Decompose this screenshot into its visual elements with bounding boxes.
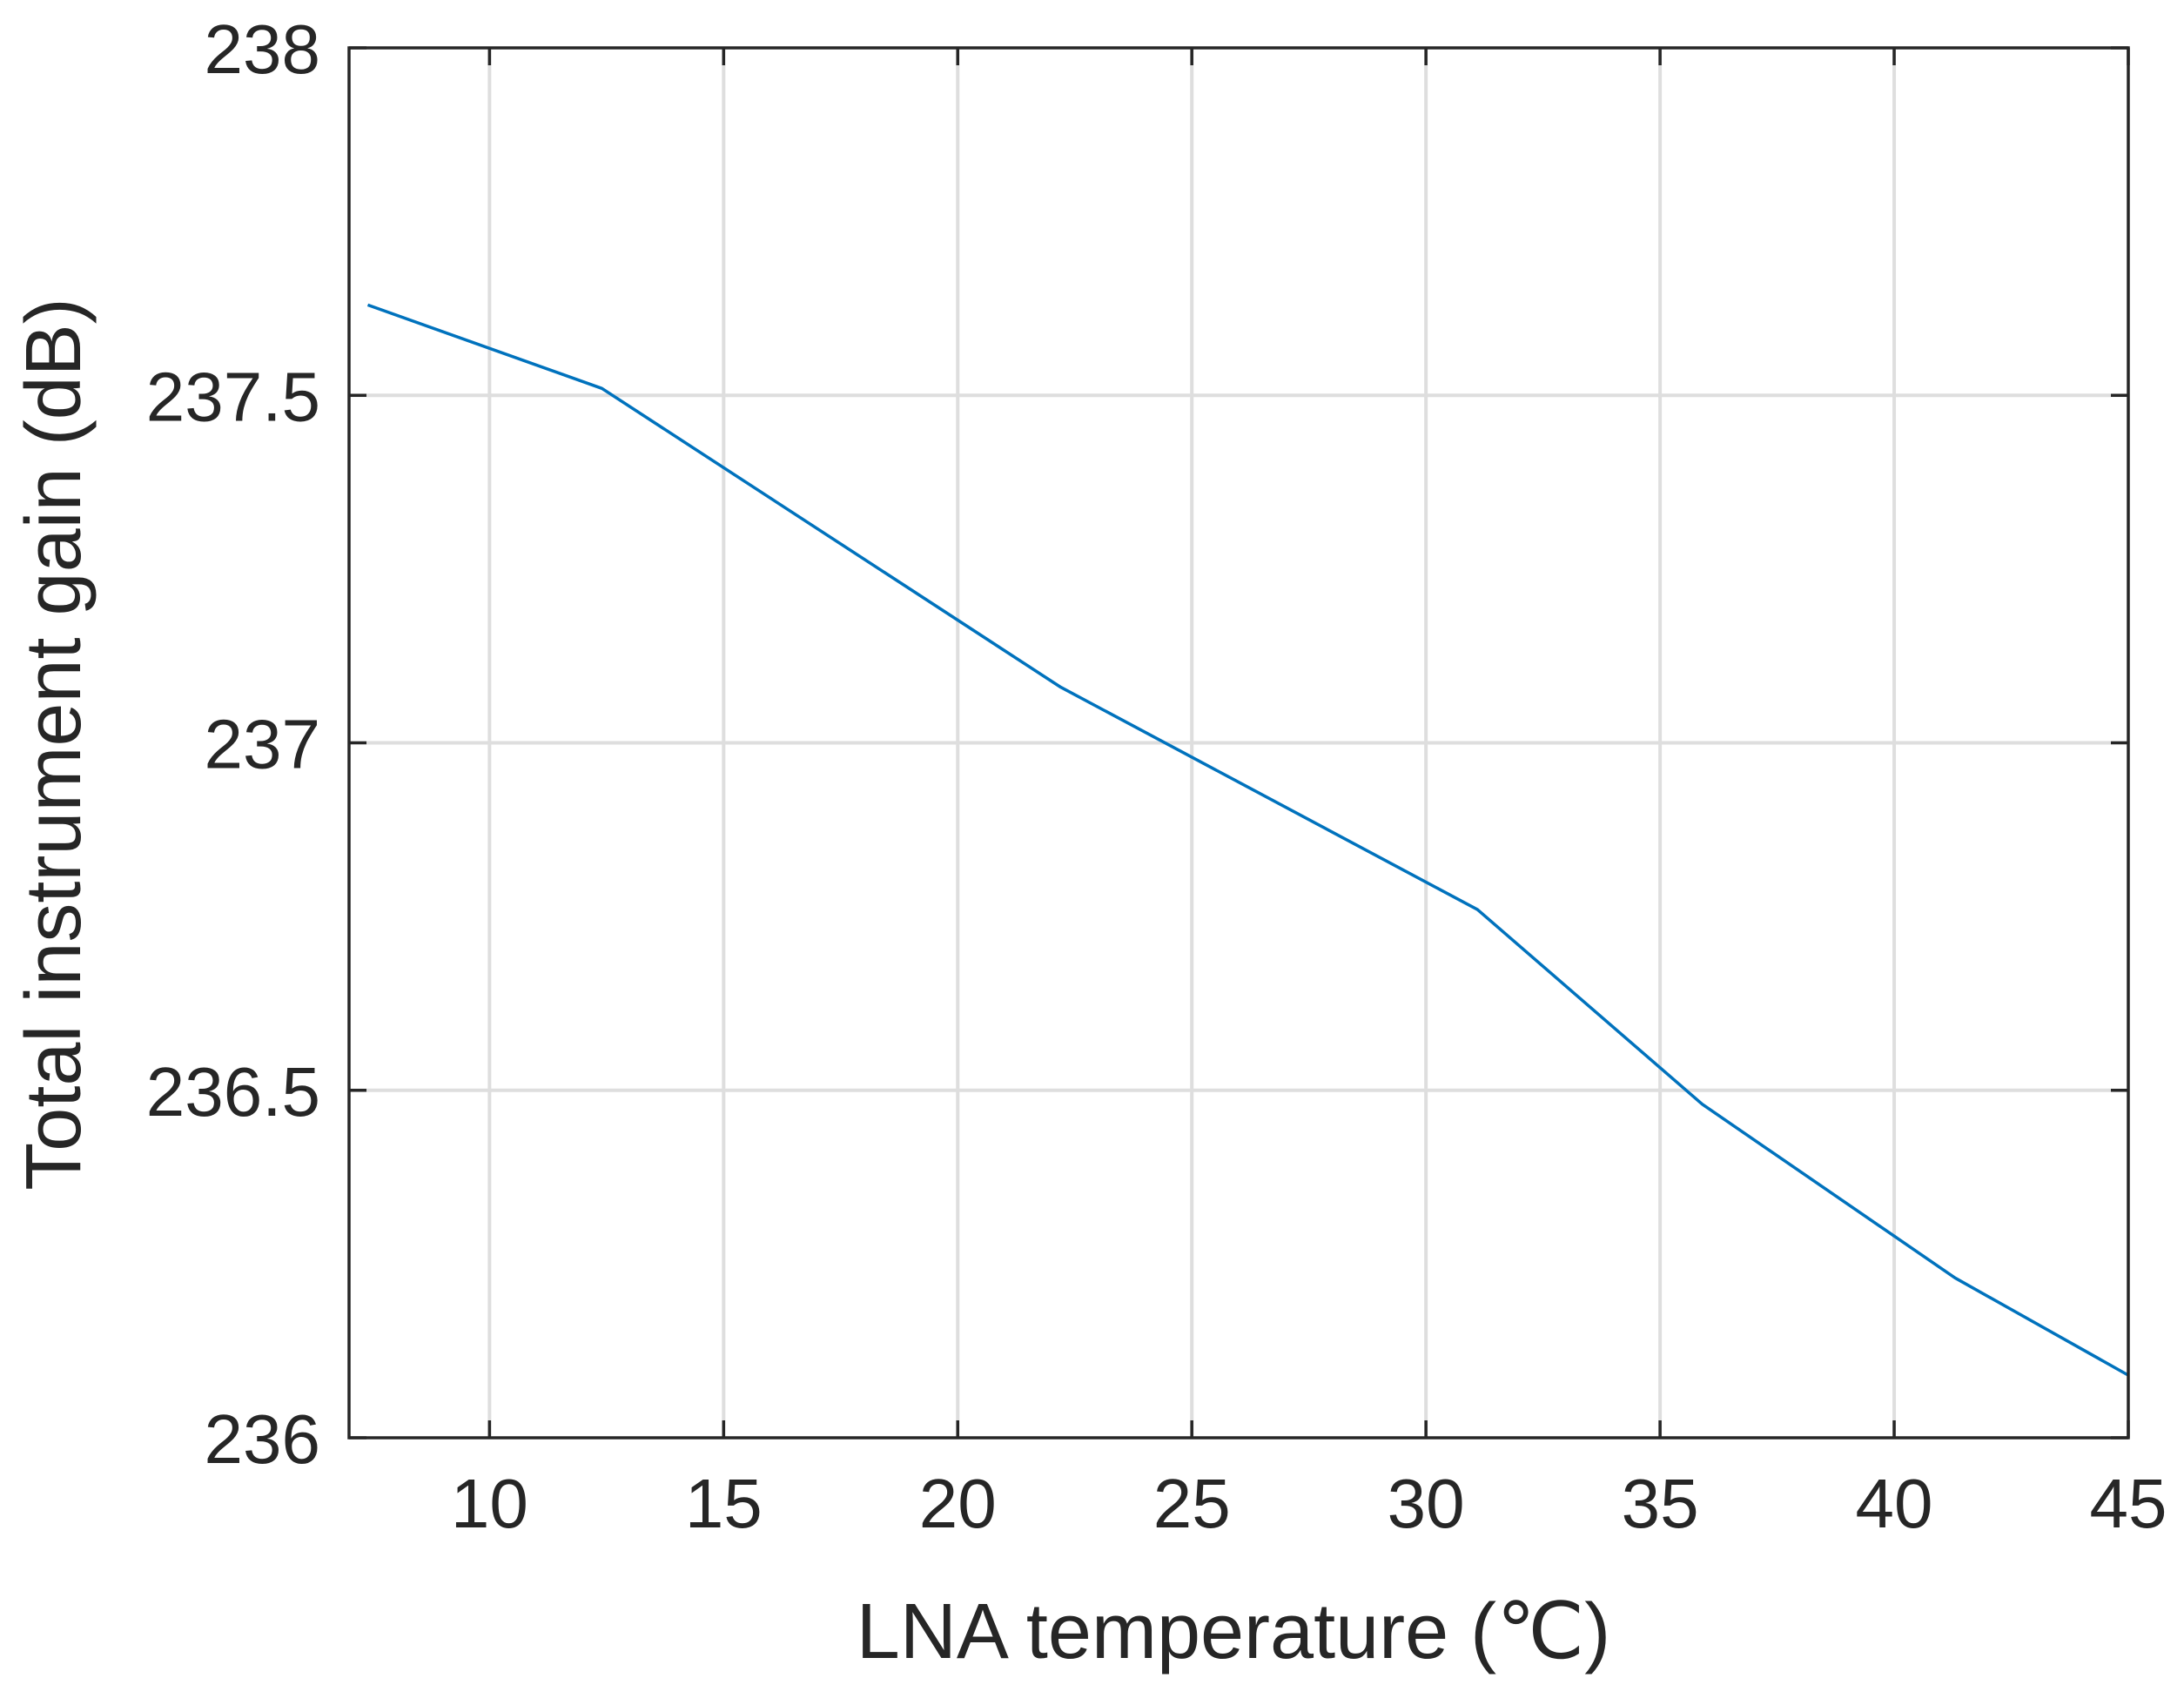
x-tick-label-2: 20 (919, 1465, 997, 1542)
x-axis-label: LNA temperature (℃) (857, 1588, 1610, 1675)
x-tick-label-5: 35 (1622, 1465, 1699, 1542)
x-tick-label-0: 10 (451, 1465, 528, 1542)
x-tick-label-4: 30 (1388, 1465, 1465, 1542)
y-tick-label-1: 236.5 (146, 1053, 320, 1131)
y-tick-label-3: 237.5 (146, 358, 320, 435)
series-line-gain (366, 303, 2129, 1377)
y-tick-label-4: 238 (205, 10, 320, 88)
series-layer (366, 303, 2129, 1377)
y-tick-label-2: 237 (205, 706, 320, 783)
y-tick-label-0: 236 (205, 1400, 320, 1478)
y-axis-label: Total instrument gain (dB) (10, 298, 97, 1190)
label-layer: LNA temperature (℃) Total instrument gai… (10, 298, 1610, 1675)
x-tick-label-1: 15 (685, 1465, 763, 1542)
grid-layer (349, 48, 2128, 1438)
x-tick-label-7: 45 (2090, 1465, 2167, 1542)
x-tick-label-6: 40 (1856, 1465, 1933, 1542)
x-tick-label-3: 25 (1153, 1465, 1231, 1542)
tick-layer: 10 15 20 25 30 35 40 45 236 236.5 237 237.5 238 (146, 10, 2167, 1542)
